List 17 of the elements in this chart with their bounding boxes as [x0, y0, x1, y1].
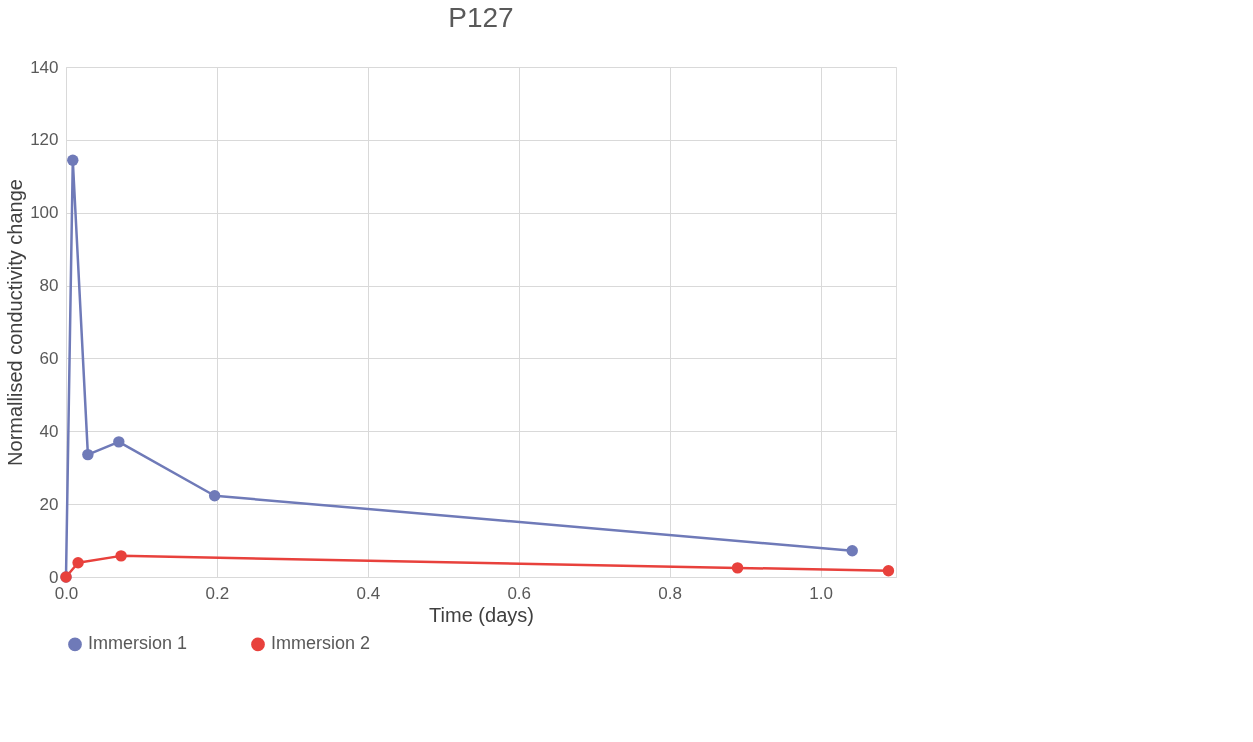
legend-label: Immersion 1 [88, 633, 188, 654]
legend-label: Immersion 2 [271, 633, 371, 654]
x-tick-label: 0.2 [205, 583, 230, 603]
y-tick-label: 80 [39, 276, 59, 296]
y-tick-label: 120 [30, 130, 59, 150]
y-tick-label: 60 [39, 348, 59, 368]
x-tick-label: 1.0 [809, 583, 833, 603]
y-axis-title: Normallised conductivity change [4, 179, 27, 466]
x-axis-title: Time (days) [429, 603, 534, 626]
y-tick-label: 100 [30, 203, 59, 223]
y-tick-label: 140 [30, 57, 59, 77]
x-tick-label: 0.6 [507, 583, 532, 603]
y-tick-label: 40 [39, 421, 59, 441]
x-tick-label: 0.4 [356, 583, 381, 603]
chart-title: P127 [448, 2, 514, 33]
y-tick-label: 20 [39, 494, 59, 514]
x-tick-label: 0.8 [658, 583, 682, 603]
